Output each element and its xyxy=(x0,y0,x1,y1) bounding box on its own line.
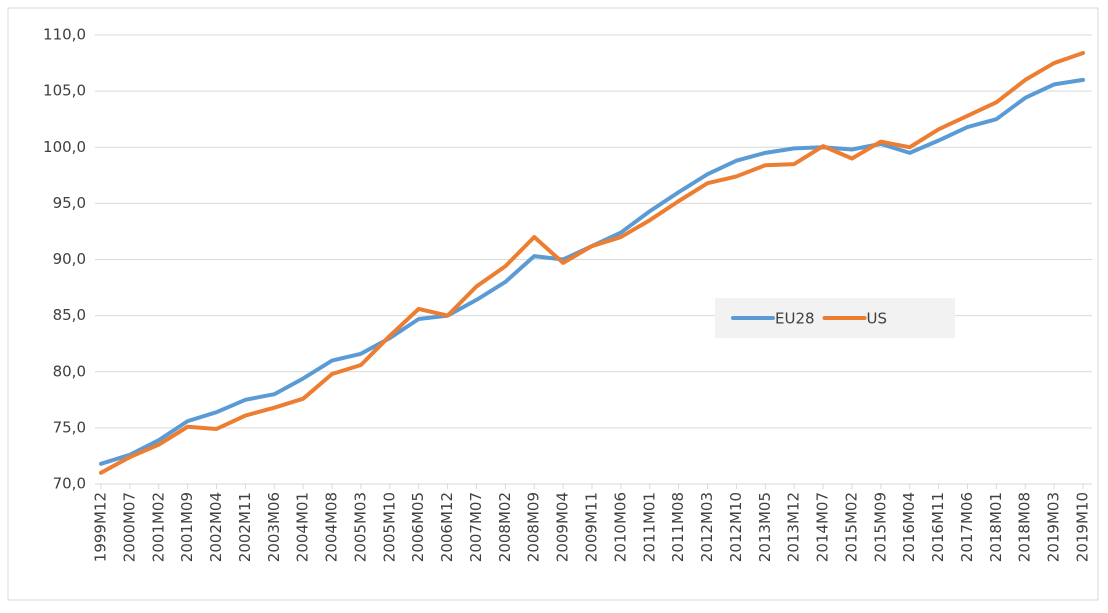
x-tick-label: 2001M09 xyxy=(178,492,196,562)
x-tick-label: 2004M01 xyxy=(294,492,312,562)
x-tick-label: 2016M11 xyxy=(929,492,947,562)
x-tick-label: 2013M12 xyxy=(785,492,803,562)
y-tick-label: 90,0 xyxy=(53,250,86,268)
x-tick-label: 2002M04 xyxy=(207,492,225,562)
x-tick-label: 2018M01 xyxy=(987,492,1005,562)
x-tick-label: 2015M09 xyxy=(871,492,889,562)
x-tick-label: 2009M04 xyxy=(554,492,572,562)
x-tick-label: 2009M11 xyxy=(583,492,601,562)
y-tick-label: 110,0 xyxy=(43,26,86,44)
series-line xyxy=(99,50,1085,475)
x-tick-label: 1999M12 xyxy=(92,492,110,562)
y-tick-label: 85,0 xyxy=(53,306,86,324)
x-tick-label: 2011M08 xyxy=(669,492,687,562)
x-tick-label: 2012M10 xyxy=(727,492,745,562)
y-tick-label: 100,0 xyxy=(43,138,86,156)
x-tick-label: 2011M01 xyxy=(640,492,658,562)
x-tick-label: 2010M06 xyxy=(611,492,629,562)
legend-label: US xyxy=(867,310,888,328)
legend-label: EU28 xyxy=(775,310,815,328)
y-tick-label: 80,0 xyxy=(53,362,86,380)
x-tick-label: 2012M03 xyxy=(698,492,716,562)
x-tick-label: 2006M12 xyxy=(438,492,456,562)
x-tick-label: 2006M05 xyxy=(409,492,427,562)
x-tick-label: 2003M06 xyxy=(265,492,283,562)
x-tick-label: 2018M08 xyxy=(1016,492,1034,562)
x-tick-label: 2016M04 xyxy=(900,492,918,562)
x-tick-label: 2005M10 xyxy=(380,492,398,562)
x-tick-label: 2007M07 xyxy=(467,492,485,562)
x-tick-label: 2000M07 xyxy=(120,492,138,562)
x-tick-label: 2017M06 xyxy=(958,492,976,562)
x-tick-label: 2008M02 xyxy=(496,492,514,562)
x-tick-label: 2019M03 xyxy=(1045,492,1063,562)
x-tick-label: 2005M03 xyxy=(351,492,369,562)
x-tick-label: 2015M02 xyxy=(842,492,860,562)
y-tick-label: 75,0 xyxy=(53,418,86,436)
y-tick-label: 95,0 xyxy=(53,194,86,212)
y-tick-label: 70,0 xyxy=(53,475,86,493)
x-tick-label: 2002M11 xyxy=(236,492,254,562)
x-tick-label: 2001M02 xyxy=(149,492,167,562)
x-tick-label: 2019M10 xyxy=(1074,492,1092,562)
y-tick-label: 105,0 xyxy=(43,82,86,100)
x-tick-label: 2014M07 xyxy=(814,492,832,562)
x-tick-label: 2004M08 xyxy=(323,492,341,562)
x-tick-label: 2008M09 xyxy=(525,492,543,562)
x-tick-label: 2013M05 xyxy=(756,492,774,562)
